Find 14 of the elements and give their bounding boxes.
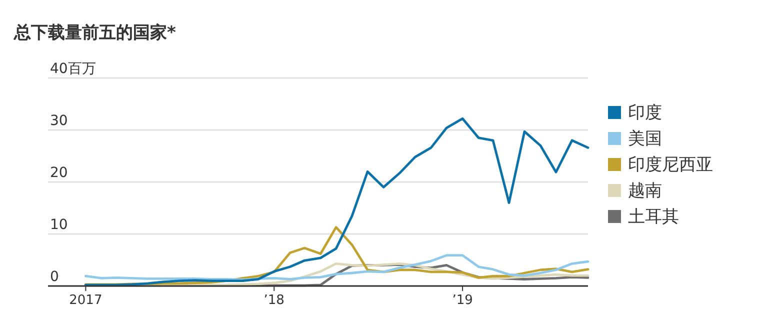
- chart-title: 总下载量前五的国家*: [13, 23, 176, 43]
- y-tick-label: 20: [50, 165, 68, 181]
- legend-label: 土耳其: [628, 207, 679, 227]
- legend-label: 印度: [628, 103, 662, 123]
- y-tick-label: 10: [50, 217, 68, 233]
- x-tick-label: ’19: [452, 293, 473, 308]
- y-tick-label: 40百万: [50, 61, 96, 77]
- x-tick-label: ’18: [264, 293, 284, 308]
- legend-label: 越南: [628, 181, 662, 201]
- legend-label: 美国: [628, 129, 662, 149]
- legend-label: 印度尼西亚: [628, 155, 713, 175]
- y-tick-label: 0: [50, 269, 59, 285]
- y-tick-label: 30: [50, 113, 68, 129]
- x-tick-label: 2017: [69, 293, 102, 308]
